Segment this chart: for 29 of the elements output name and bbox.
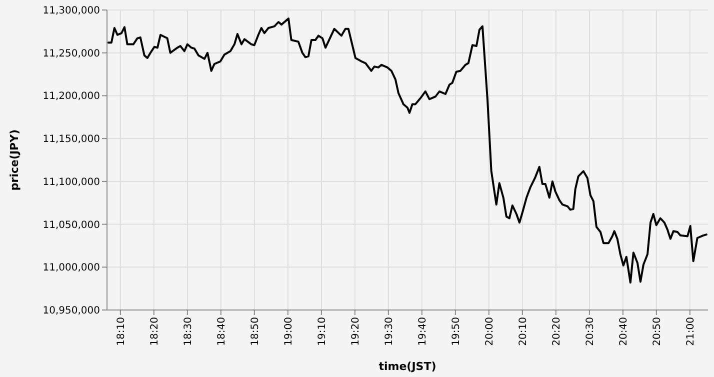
- x-tick-label: 19:40: [417, 317, 428, 346]
- x-tick-label: 18:10: [116, 317, 127, 346]
- y-tick-label: 10,950,000: [42, 306, 100, 316]
- x-tick-label: 20:00: [484, 317, 496, 346]
- y-tick-label: 11,150,000: [42, 134, 100, 146]
- x-tick-label: 18:30: [182, 317, 194, 346]
- y-tick-label: 11,200,000: [42, 91, 100, 102]
- y-tick-label: 11,050,000: [42, 220, 100, 231]
- x-axis-title: time(JST): [378, 360, 436, 373]
- x-tick-label: 18:40: [216, 317, 228, 346]
- x-tick-label: 20:20: [551, 317, 562, 346]
- x-tick-label: 19:30: [384, 317, 395, 346]
- x-tick-label: 19:10: [316, 317, 328, 346]
- x-tick-label: 19:00: [283, 317, 294, 346]
- x-tick-label: 20:40: [618, 317, 630, 346]
- x-tick-label: 21:00: [685, 317, 696, 346]
- y-tick-label: 11,000,000: [42, 262, 100, 274]
- line-series: [107, 18, 708, 284]
- x-tick-label: 19:50: [450, 317, 462, 346]
- x-tick-label: 20:10: [518, 317, 529, 346]
- y-tick-label: 11,300,000: [42, 6, 100, 16]
- y-tick-label: 11,250,000: [42, 48, 100, 60]
- x-tick-label: 18:20: [149, 317, 160, 346]
- x-tick-label: 18:50: [250, 317, 261, 346]
- y-axis-title: price(JPY): [8, 129, 21, 191]
- x-tick-label: 20:30: [584, 317, 596, 346]
- y-tick-label: 11,100,000: [42, 176, 100, 188]
- x-tick-label: 20:50: [652, 317, 663, 346]
- x-tick-label: 19:20: [350, 317, 362, 346]
